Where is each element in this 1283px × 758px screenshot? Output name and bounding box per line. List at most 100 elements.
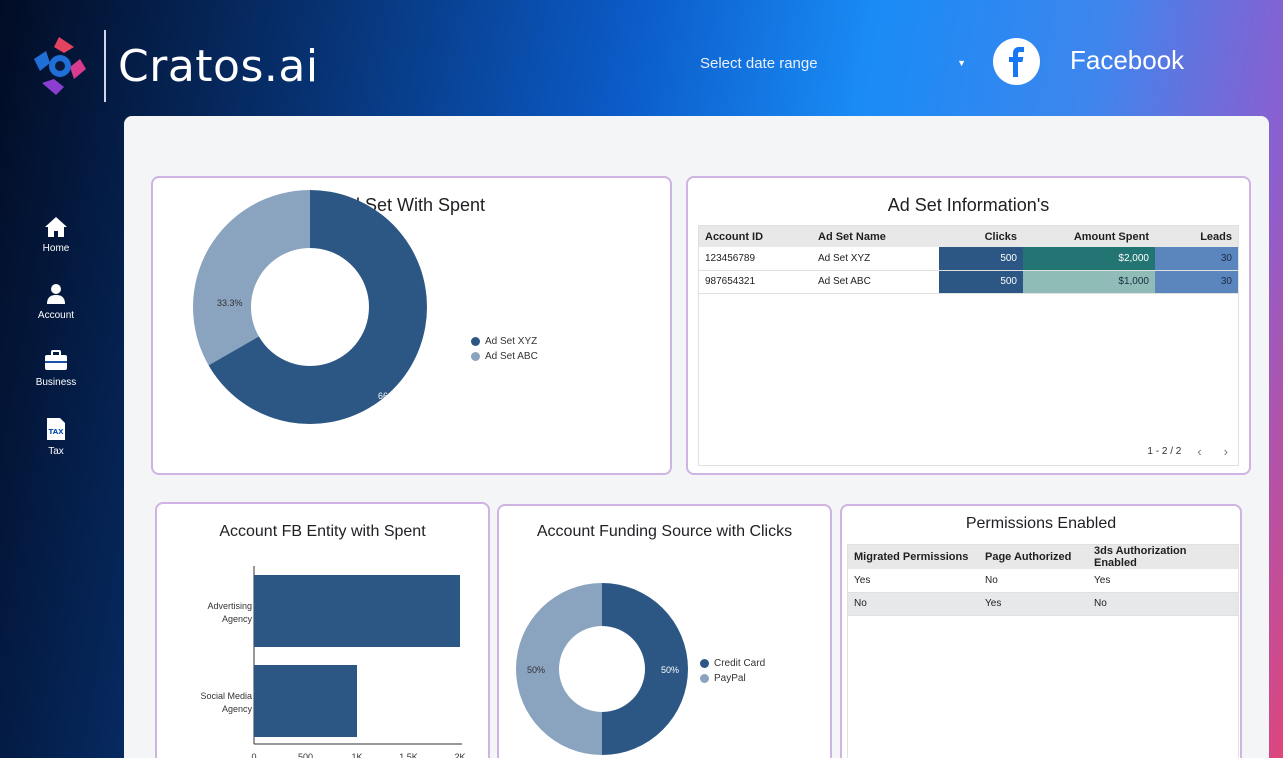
card-title: Ad Set Information's <box>887 195 1050 215</box>
table-cell: 500 <box>939 270 1023 294</box>
sidebar-item-home[interactable]: Home <box>0 216 112 283</box>
category-label: Agency <box>222 704 253 714</box>
entity-spent-chart: Advertising Agency Social Media Agency 0… <box>200 566 466 758</box>
sidebar-item-account[interactable]: Account <box>0 283 112 350</box>
funding-clicks-chart: 50% 50% <box>516 583 688 755</box>
x-tick-label: 1K <box>351 752 362 758</box>
column-header[interactable]: Page Authorized <box>979 545 1088 569</box>
card-title: Account Funding Source with Clicks <box>536 523 793 540</box>
tax-icon: TAX <box>47 418 65 440</box>
category-label: Social Media <box>200 691 252 701</box>
table-cell: Ad Set XYZ <box>812 247 939 271</box>
legend-item[interactable]: PayPal <box>700 671 765 686</box>
sidebar-item-business[interactable]: Business <box>0 350 112 417</box>
table-row[interactable]: No Yes No <box>848 592 1238 616</box>
card-title: Permissions Enabled <box>965 515 1117 532</box>
caret-down-icon: ▼ <box>957 58 966 68</box>
sidebar-item-label: Tax <box>48 446 64 457</box>
permissions-card: Permissions Enabled Migrated Permissions… <box>840 504 1242 758</box>
table-cell: 123456789 <box>699 247 812 271</box>
entity-spent-card: Account FB Entity with Spent Advertising… <box>155 502 490 758</box>
permissions-table-wrap: Migrated Permissions Page Authorized 3ds… <box>847 544 1239 758</box>
table-cell: No <box>848 592 979 616</box>
category-label: Agency <box>222 614 253 624</box>
donut-slice-credit-card[interactable] <box>602 583 688 755</box>
table-cell: No <box>979 569 1088 593</box>
x-tick-label: 2K <box>454 752 465 758</box>
legend-label: PayPal <box>714 673 746 684</box>
legend-item[interactable]: Ad Set ABC <box>471 349 538 364</box>
slice-label-credit-card: 50% <box>661 665 679 675</box>
table-cell: $1,000 <box>1023 270 1155 294</box>
legend-swatch <box>471 337 480 346</box>
bar-advertising-agency[interactable] <box>254 575 460 647</box>
table-cell: 30 <box>1155 270 1238 294</box>
cratos-logo-icon <box>34 37 86 95</box>
bar-social-media-agency[interactable] <box>254 665 357 737</box>
donut-slice-paypal[interactable] <box>516 583 602 755</box>
adset-info-table-wrap: Account ID Ad Set Name Clicks Amount Spe… <box>698 225 1239 466</box>
legend-swatch <box>471 352 480 361</box>
table-cell: Yes <box>1088 569 1238 593</box>
x-tick-label: 0 <box>251 752 256 758</box>
table-cell: $2,000 <box>1023 247 1155 271</box>
card-title: Account FB Entity with Spent <box>219 523 426 540</box>
column-header[interactable]: 3ds Authorization Enabled <box>1088 545 1238 569</box>
table-header-row: Migrated Permissions Page Authorized 3ds… <box>848 545 1238 569</box>
table-cell: Ad Set ABC <box>812 270 939 294</box>
slice-label-abc: 33.3% <box>217 298 243 308</box>
date-range-select[interactable]: Select date range ▼ <box>700 52 966 74</box>
adset-spent-chart: 66.7% 33.3% <box>193 190 427 424</box>
home-icon <box>45 217 67 237</box>
column-header[interactable]: Migrated Permissions <box>848 545 979 569</box>
column-header[interactable]: Account ID <box>699 226 812 247</box>
sidebar-item-tax[interactable]: TAX Tax <box>0 417 112 484</box>
column-header[interactable]: Amount Spent <box>1023 226 1155 247</box>
sidebar-item-label: Home <box>42 243 70 254</box>
briefcase-icon <box>45 350 67 370</box>
legend-label: Credit Card <box>714 658 766 669</box>
column-header[interactable]: Ad Set Name <box>812 226 939 247</box>
column-header[interactable]: Clicks <box>939 226 1023 247</box>
chevron-right-icon[interactable]: › <box>1223 444 1228 459</box>
column-header[interactable]: Leads <box>1155 226 1238 247</box>
slice-label-xyz: 66.7% <box>378 391 404 401</box>
table-cell: 500 <box>939 247 1023 271</box>
legend-item[interactable]: Credit Card <box>700 656 765 671</box>
legend-item[interactable]: Ad Set XYZ <box>471 334 538 349</box>
platform-title: Facebook <box>1070 45 1185 75</box>
facebook-icon <box>993 38 1040 85</box>
donut-slice-ad-set-xyz[interactable] <box>208 190 427 424</box>
adset-info-table: Account ID Ad Set Name Clicks Amount Spe… <box>699 226 1238 294</box>
logo-divider <box>104 30 106 102</box>
legend-label: Ad Set XYZ <box>485 336 538 347</box>
table-header-row: Account ID Ad Set Name Clicks Amount Spe… <box>699 226 1238 247</box>
adset-spent-legend: Ad Set XYZ Ad Set ABC <box>471 334 538 364</box>
table-row[interactable]: Yes No Yes <box>848 569 1238 593</box>
sidebar: Home Account Business TAX Tax <box>0 216 112 484</box>
pagination-label: 1 - 2 / 2 <box>1147 446 1182 457</box>
x-tick-label: 1.5K <box>399 752 418 758</box>
slice-label-paypal: 50% <box>527 665 545 675</box>
legend-swatch <box>700 674 709 683</box>
svg-text:TAX: TAX <box>48 428 64 436</box>
table-row[interactable]: 987654321 Ad Set ABC 500 $1,000 30 <box>699 270 1238 294</box>
funding-clicks-legend: Credit Card PayPal <box>700 656 765 686</box>
donut-slice-ad-set-abc[interactable] <box>193 190 310 366</box>
category-label: Advertising <box>207 601 252 611</box>
user-icon <box>47 284 65 304</box>
sidebar-item-label: Business <box>35 377 77 388</box>
table-cell: 30 <box>1155 247 1238 271</box>
brand-name: Cratos.ai <box>118 40 319 92</box>
sidebar-item-label: Account <box>37 310 75 321</box>
brand-logo: Cratos.ai <box>26 30 319 102</box>
table-cell: No <box>1088 592 1238 616</box>
table-row[interactable]: 123456789 Ad Set XYZ 500 $2,000 30 <box>699 247 1238 271</box>
chevron-left-icon[interactable]: ‹ <box>1197 444 1202 459</box>
adset-spent-card: Ad Set With Spent 66.7% 33.3% Ad Set XYZ… <box>151 176 672 475</box>
permissions-table: Migrated Permissions Page Authorized 3ds… <box>848 545 1238 616</box>
table-cell: 987654321 <box>699 270 812 294</box>
date-range-label: Select date range <box>700 54 818 72</box>
adset-info-card: Ad Set Information's Account ID Ad Set N… <box>686 176 1251 475</box>
legend-swatch <box>700 659 709 668</box>
